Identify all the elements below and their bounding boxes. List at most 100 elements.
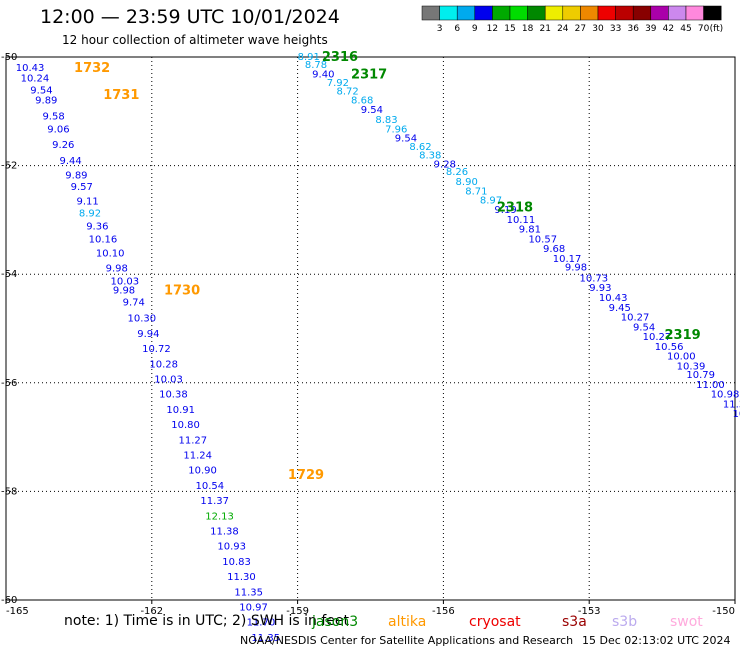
legend-cryosat: cryosat bbox=[469, 614, 521, 630]
wave-height-value: 9.54 bbox=[361, 105, 383, 116]
pass-number-label: 1732 bbox=[74, 61, 110, 76]
wave-height-value: 10.03 bbox=[154, 374, 183, 385]
wave-height-value: 10.16 bbox=[89, 234, 118, 245]
wave-height-value: 10.28 bbox=[149, 359, 178, 370]
wave-height-value: 9.28 bbox=[434, 159, 456, 170]
chart-title: 12:00 — 23:59 UTC 10/01/2024 bbox=[40, 6, 340, 28]
wave-height-value: 11.37 bbox=[723, 399, 740, 410]
colorbar-swatch bbox=[474, 5, 493, 21]
colorbar-swatch bbox=[597, 5, 616, 21]
wave-height-value: 10.56 bbox=[655, 342, 684, 353]
colorbar-label: 9 bbox=[472, 24, 478, 34]
legend-jason3: jason3 bbox=[312, 614, 359, 630]
generation-timestamp: 15 Dec 02:13:02 UTC 2024 bbox=[582, 634, 731, 647]
colorbar-swatch bbox=[632, 5, 652, 21]
colorbar-label: 24 bbox=[557, 24, 569, 34]
wave-height-value: 9.58 bbox=[42, 112, 64, 123]
wave-height-value: 9.93 bbox=[589, 283, 611, 294]
wave-height-value: 12.13 bbox=[205, 511, 234, 522]
colorbar-label: 70 bbox=[698, 24, 710, 34]
wave-height-value: 9.89 bbox=[65, 170, 87, 181]
wave-height-value: 10.93 bbox=[217, 542, 246, 553]
colorbar-label: 45 bbox=[680, 24, 691, 34]
colorbar-swatch bbox=[668, 5, 687, 21]
wave-height-value: 8.90 bbox=[456, 177, 478, 188]
colorbar-swatch bbox=[562, 5, 581, 21]
wave-height-value: 10.54 bbox=[196, 481, 225, 492]
wave-height-value: 9.26 bbox=[52, 140, 74, 151]
y-tick-label: -60 bbox=[1, 595, 17, 606]
x-tick-label: -162 bbox=[140, 606, 163, 617]
colorbar-swatch bbox=[703, 5, 722, 21]
colorbar-label: 33 bbox=[610, 24, 621, 34]
wave-height-value: 8.91 bbox=[298, 52, 320, 63]
wave-height-value: 10.97 bbox=[239, 603, 268, 614]
y-tick-label: -52 bbox=[1, 161, 17, 172]
wave-height-value: 10.98 bbox=[711, 390, 740, 401]
wave-height-value: 8.97 bbox=[480, 195, 502, 206]
wave-height-value: 10.80 bbox=[171, 420, 200, 431]
wave-height-value: 9.11 bbox=[76, 196, 98, 207]
wave-height-value: 10.38 bbox=[159, 390, 188, 401]
wave-height-value: 10.43 bbox=[599, 293, 628, 304]
wave-height-value: 8.78 bbox=[305, 60, 327, 71]
y-tick-label: -50 bbox=[1, 52, 17, 63]
wave-height-value: 11.37 bbox=[200, 496, 229, 507]
colorbar-swatch bbox=[509, 5, 528, 21]
wave-height-value: 9.54 bbox=[395, 133, 417, 144]
wave-height-value: 9.57 bbox=[71, 182, 93, 193]
wave-height-value: 8.72 bbox=[336, 87, 358, 98]
chart-subtitle: 12 hour collection of altimeter wave hei… bbox=[62, 33, 328, 47]
wave-height-value: 10.27 bbox=[621, 313, 650, 324]
wave-height-value: 9.89 bbox=[35, 95, 57, 106]
wave-height-value: 10.72 bbox=[142, 344, 171, 355]
plot-frame bbox=[5, 56, 736, 601]
legend-s3a: s3a bbox=[562, 614, 587, 630]
wave-height-value: 8.38 bbox=[419, 151, 441, 162]
wave-height-value: 8.92 bbox=[79, 208, 101, 219]
pass-number-label: 1730 bbox=[164, 283, 200, 298]
colorbar-swatch bbox=[439, 5, 458, 21]
colorbar-swatch bbox=[492, 5, 511, 21]
wave-height-value: 10.90 bbox=[188, 466, 217, 477]
wave-height-value: 9.06 bbox=[47, 125, 69, 136]
y-tick-label: -58 bbox=[1, 486, 17, 497]
wave-height-value: 9.54 bbox=[30, 86, 52, 97]
wave-height-value: 9.19 bbox=[494, 205, 516, 216]
legend-altika: altika bbox=[388, 614, 427, 630]
wave-height-value: 9.45 bbox=[609, 303, 631, 314]
wave-height-value: 9.68 bbox=[543, 244, 565, 255]
colorbar-swatch bbox=[615, 5, 634, 21]
units-note: note: 1) Time is in UTC; 2) SWH is in fe… bbox=[64, 613, 350, 629]
credit-line: NOAA/NESDIS Center for Satellite Applica… bbox=[240, 634, 574, 647]
colorbar-swatch bbox=[544, 5, 564, 21]
wave-height-value: 10.39 bbox=[677, 361, 706, 372]
wave-height-value: 10.24 bbox=[21, 74, 50, 85]
wave-height-value: 8.68 bbox=[351, 95, 373, 106]
colorbar-swatch bbox=[527, 5, 546, 21]
wave-height-value: 9.98 bbox=[106, 264, 128, 275]
wave-height-value: 10.03 bbox=[733, 409, 740, 420]
wave-height-value: 10.30 bbox=[128, 314, 157, 325]
wave-height-value: 8.71 bbox=[465, 187, 487, 198]
colorbar-swatch bbox=[456, 5, 476, 21]
x-tick-label: -165 bbox=[6, 606, 29, 617]
colorbar-label: 15 bbox=[504, 24, 515, 34]
colorbar-label: 18 bbox=[522, 24, 534, 34]
x-tick-label: -159 bbox=[286, 606, 309, 617]
colorbar-label: 21 bbox=[539, 24, 550, 34]
colorbar-label: 39 bbox=[645, 24, 657, 34]
wave-height-value: 9.74 bbox=[123, 297, 145, 308]
wave-height-value: 9.36 bbox=[86, 221, 108, 232]
colorbar-label: 6 bbox=[454, 24, 460, 34]
colorbar-swatch bbox=[421, 5, 440, 21]
wave-height-value: 10.73 bbox=[579, 273, 608, 284]
pass-number-label: 2317 bbox=[351, 67, 387, 82]
pass-number-label: 1729 bbox=[288, 468, 324, 483]
wave-height-value: 10.83 bbox=[222, 557, 251, 568]
colorbar-unit: (ft) bbox=[710, 24, 724, 34]
y-tick-label: -54 bbox=[1, 269, 17, 280]
wave-height-value: 10.17 bbox=[553, 254, 582, 265]
legend-swot: swot bbox=[670, 614, 703, 630]
colorbar-label: 36 bbox=[627, 24, 639, 34]
